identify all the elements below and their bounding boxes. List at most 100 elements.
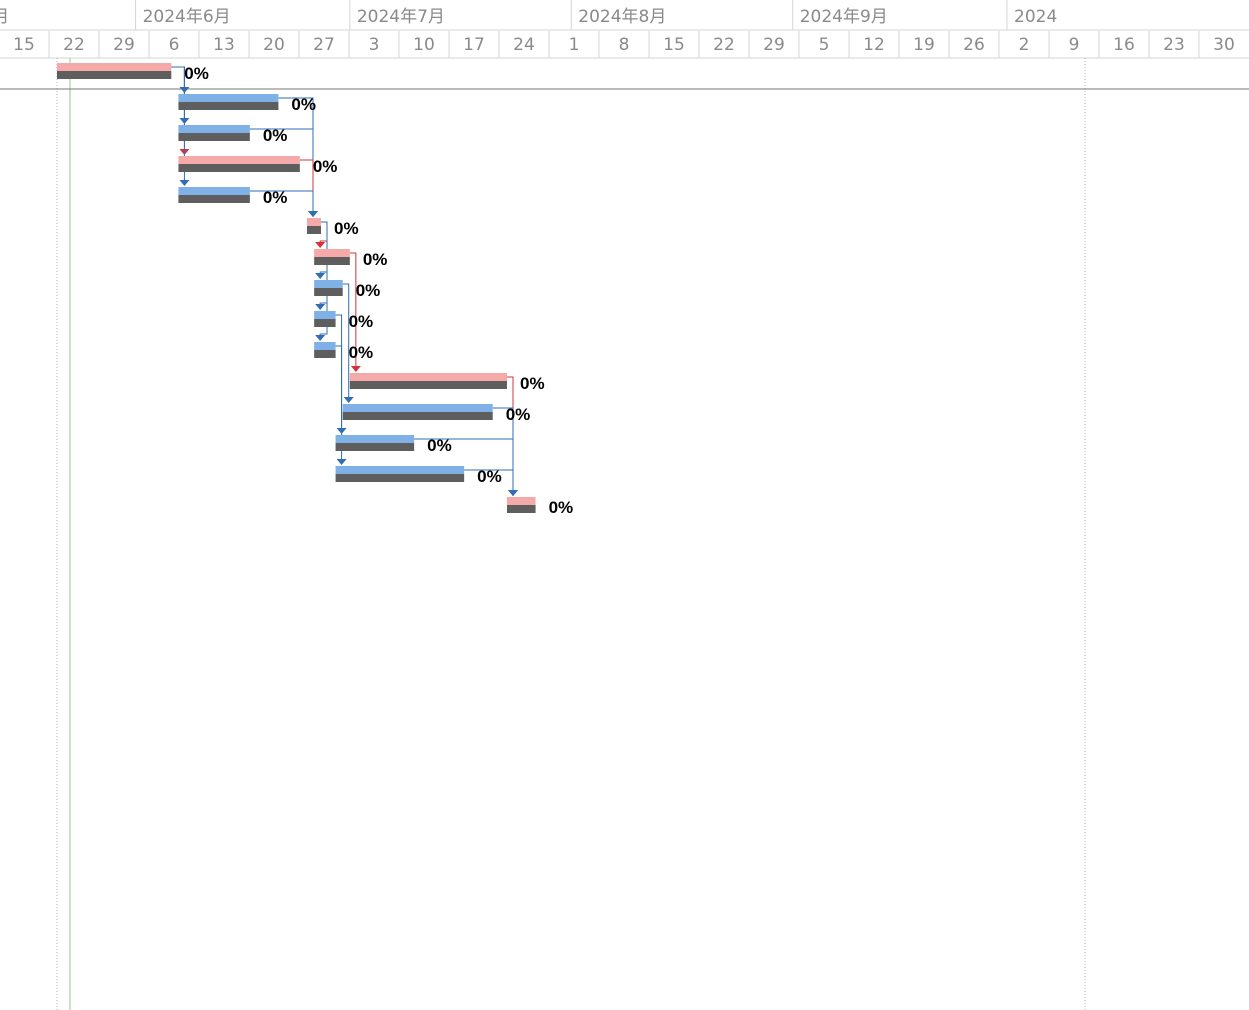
week-label: 13	[213, 35, 235, 55]
week-label: 17	[463, 35, 485, 55]
percent-complete-label: 0%	[506, 405, 531, 424]
task-bar[interactable]	[335, 435, 415, 443]
link-arrowhead	[315, 273, 326, 279]
week-label: 5	[819, 35, 830, 55]
week-label: 1	[569, 35, 580, 55]
week-label: 2	[1019, 35, 1030, 55]
critical-task-bar[interactable]	[178, 156, 300, 164]
month-label: 2024年9月	[800, 7, 888, 27]
week-label: 26	[963, 35, 985, 55]
critical-task-bar[interactable]	[507, 497, 536, 505]
task-bar[interactable]	[178, 125, 250, 133]
link-arrowhead	[179, 180, 190, 186]
month-label: 2024年7月	[357, 7, 445, 27]
week-label: 8	[619, 35, 630, 55]
week-label: 20	[263, 35, 285, 55]
baseline-bar	[314, 257, 350, 265]
percent-complete-label: 0%	[291, 95, 316, 114]
week-label: 6	[169, 35, 180, 55]
task-row[interactable]: 0%	[342, 404, 531, 424]
task-bar[interactable]	[314, 311, 336, 319]
baseline-bar	[349, 381, 507, 389]
task-row[interactable]: 0%	[314, 342, 373, 362]
week-label: 30	[1213, 35, 1235, 55]
task-row[interactable]: 0%	[307, 218, 359, 238]
critical-task-bar[interactable]	[57, 63, 172, 71]
percent-complete-label: 0%	[549, 498, 574, 517]
baseline-bar	[178, 133, 250, 141]
baseline-bar	[342, 412, 493, 420]
month-label: 2024	[1014, 7, 1057, 27]
week-label: 29	[763, 35, 785, 55]
critical-task-bar[interactable]	[349, 373, 507, 381]
task-bar[interactable]	[178, 187, 250, 195]
week-label: 10	[413, 35, 435, 55]
task-row[interactable]: 0%	[57, 63, 209, 83]
percent-complete-label: 0%	[184, 64, 209, 83]
percent-complete-label: 0%	[356, 281, 381, 300]
task-row[interactable]: 0%	[178, 156, 337, 176]
week-label: 29	[113, 35, 135, 55]
task-row[interactable]: 0%	[178, 187, 287, 207]
task-row[interactable]: 0%	[178, 125, 287, 145]
week-label: 15	[13, 35, 35, 55]
percent-complete-label: 0%	[477, 467, 502, 486]
percent-complete-label: 0%	[363, 250, 388, 269]
task-row[interactable]: 0%	[335, 466, 502, 486]
baseline-bar	[335, 474, 465, 482]
baseline-bar	[307, 226, 321, 234]
task-row[interactable]: 0%	[314, 280, 380, 300]
baseline-bar	[178, 195, 250, 203]
link-line	[171, 66, 185, 180]
percent-complete-label: 0%	[520, 374, 545, 393]
task-bar[interactable]	[314, 342, 336, 350]
task-bar[interactable]	[335, 466, 465, 474]
week-label: 27	[313, 35, 335, 55]
week-label: 22	[63, 35, 85, 55]
percent-complete-label: 0%	[349, 312, 374, 331]
task-bar[interactable]	[342, 404, 493, 412]
percent-complete-label: 0%	[263, 188, 288, 207]
link-arrowhead	[350, 366, 361, 372]
month-label: 2024年5月	[0, 7, 9, 27]
link-line	[171, 66, 185, 87]
link-line	[342, 283, 350, 397]
task-row[interactable]: 0%	[335, 435, 452, 455]
task-row[interactable]: 0%	[178, 94, 316, 114]
task-row[interactable]: 0%	[349, 373, 545, 393]
task-bar[interactable]	[178, 94, 279, 102]
link-line	[335, 314, 343, 428]
baseline-bar	[57, 71, 172, 79]
baseline-bar	[178, 102, 279, 110]
baseline-bar	[178, 164, 300, 172]
critical-task-bar[interactable]	[307, 218, 321, 226]
gridlines	[0, 58, 1249, 1010]
link-line	[171, 66, 185, 118]
baseline-bar	[314, 319, 336, 327]
link-arrowhead	[315, 242, 326, 248]
link-line	[319, 221, 328, 335]
percent-complete-label: 0%	[313, 157, 338, 176]
task-row[interactable]: 0%	[507, 497, 573, 517]
link-line	[319, 221, 328, 242]
link-arrowhead	[308, 211, 318, 217]
week-label: 15	[663, 35, 685, 55]
percent-complete-label: 0%	[263, 126, 288, 145]
link-arrowhead	[336, 459, 347, 465]
task-row[interactable]: 0%	[314, 249, 387, 269]
link-line	[507, 376, 514, 490]
week-label: 19	[913, 35, 935, 55]
critical-task-bar[interactable]	[314, 249, 350, 257]
link-arrowhead	[315, 304, 326, 310]
task-bars: 0%0%0%0%0%0%0%0%0%0%0%0%0%0%0%	[57, 63, 573, 517]
dependency-links	[171, 66, 518, 496]
link-line	[464, 469, 514, 490]
link-arrowhead	[315, 335, 326, 341]
task-row[interactable]: 0%	[314, 311, 373, 331]
link-line	[299, 159, 314, 211]
baseline-bar	[314, 288, 343, 296]
percent-complete-label: 0%	[349, 343, 374, 362]
week-label: 22	[713, 35, 735, 55]
task-bar[interactable]	[314, 280, 343, 288]
